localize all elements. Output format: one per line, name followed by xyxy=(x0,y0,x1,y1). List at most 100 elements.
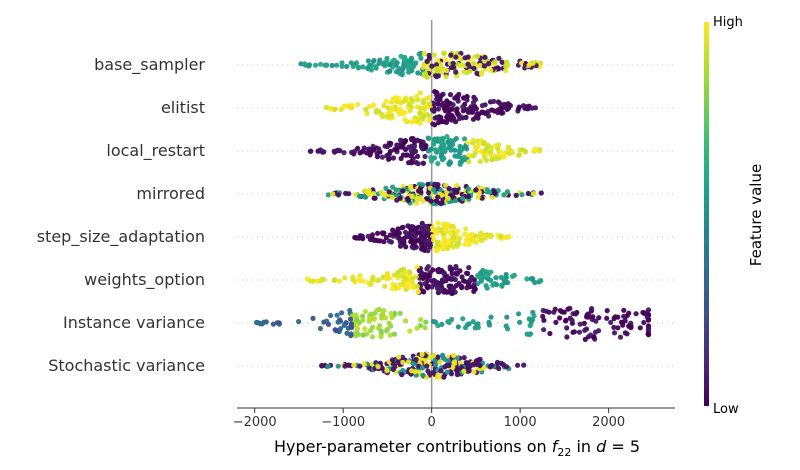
swarm-point xyxy=(427,355,433,361)
swarm-point xyxy=(395,274,401,280)
swarm-point xyxy=(432,278,438,284)
swarm-point xyxy=(325,321,332,327)
swarm-point xyxy=(465,54,471,60)
swarm-point xyxy=(504,314,510,320)
swarm-point xyxy=(417,90,423,96)
swarm-point xyxy=(428,198,434,204)
swarm-point xyxy=(505,280,511,286)
swarm-point xyxy=(637,325,643,331)
swarm-point xyxy=(472,325,478,331)
x-axis-title-prefix: Hyper-parameter contributions on xyxy=(274,437,552,456)
swarm-point xyxy=(419,243,425,249)
swarm-point xyxy=(581,320,587,326)
swarm-point xyxy=(408,238,414,244)
swarm-point xyxy=(388,310,394,317)
swarm-points xyxy=(253,50,652,381)
swarm-point xyxy=(483,146,489,152)
swarm-point xyxy=(442,56,448,63)
swarm-point xyxy=(591,334,597,340)
swarm-point xyxy=(382,143,388,149)
swarm-point xyxy=(371,316,377,322)
swarm-point xyxy=(530,317,536,323)
swarm-point xyxy=(456,91,462,97)
swarm-point xyxy=(474,70,480,76)
swarm-point xyxy=(444,369,450,375)
swarm-point xyxy=(413,60,419,66)
swarm-point xyxy=(369,361,375,368)
swarm-point xyxy=(467,232,473,238)
swarm-point xyxy=(464,94,470,100)
swarm-point xyxy=(422,356,428,363)
swarm-point xyxy=(381,60,387,66)
swarm-point xyxy=(390,184,396,190)
swarm-point xyxy=(343,320,349,326)
swarm-point xyxy=(487,146,493,152)
swarm-point xyxy=(417,138,423,144)
swarm-point xyxy=(400,188,406,194)
swarm-point xyxy=(362,309,368,315)
swarm-point xyxy=(347,316,354,322)
swarm-point xyxy=(470,60,476,66)
swarm-point xyxy=(354,326,361,332)
swarm-point xyxy=(442,148,448,154)
x-tick-label: 1000 xyxy=(504,415,537,430)
swarm-point xyxy=(460,196,466,202)
swarm-point xyxy=(454,189,460,195)
swarm-point xyxy=(432,122,438,128)
swarm-point xyxy=(389,105,395,111)
swarm-point xyxy=(381,308,387,314)
swarm-point xyxy=(435,372,441,378)
swarm-point xyxy=(371,195,377,201)
swarm-point xyxy=(374,278,380,284)
swarm-point xyxy=(408,183,414,190)
swarm-point xyxy=(435,160,441,167)
swarm-point xyxy=(532,146,538,152)
swarm-point xyxy=(276,320,282,326)
swarm-point xyxy=(501,192,507,198)
swarm-point xyxy=(350,63,356,69)
x-axis-title-suffix: = 5 xyxy=(606,437,640,456)
swarm-point xyxy=(536,148,543,154)
feature-label: base_sampler xyxy=(94,55,205,75)
swarm-point xyxy=(516,104,522,110)
swarm-point xyxy=(445,139,451,145)
x-axis: −2000 −1000 0 1000 2000 xyxy=(233,407,675,430)
swarm-point xyxy=(317,325,323,332)
swarm-point xyxy=(490,282,496,288)
feature-label: elitist xyxy=(161,98,205,117)
swarm-point xyxy=(350,276,356,283)
swarm-point xyxy=(405,62,411,68)
swarm-point xyxy=(428,158,435,164)
swarm-point xyxy=(451,285,457,291)
swarm-point xyxy=(425,283,431,289)
swarm-point xyxy=(357,150,363,156)
swarm-point xyxy=(577,321,583,327)
swarm-point xyxy=(352,234,358,241)
swarm-point xyxy=(453,54,459,60)
swarm-point xyxy=(385,105,391,111)
swarm-point xyxy=(355,101,361,107)
swarm-point xyxy=(516,152,522,158)
swarm-point xyxy=(462,278,468,284)
swarm-point xyxy=(424,363,430,369)
swarm-point xyxy=(576,329,583,335)
x-tick-label: −1000 xyxy=(321,415,365,430)
swarm-point xyxy=(390,58,396,64)
swarm-point xyxy=(509,150,515,156)
swarm-point xyxy=(399,372,405,378)
x-tick-label: 0 xyxy=(428,415,436,430)
swarm-point xyxy=(441,374,447,380)
swarm-point xyxy=(429,284,435,290)
swarm-point xyxy=(406,284,412,290)
swarm-point xyxy=(415,161,421,167)
swarm-point xyxy=(424,58,430,64)
swarm-point xyxy=(431,187,437,193)
swarm-point xyxy=(437,281,443,287)
swarm-point xyxy=(419,351,425,357)
swarm-point xyxy=(467,277,473,283)
swarm-point xyxy=(474,138,480,144)
swarm-point xyxy=(390,96,396,102)
swarm-point xyxy=(509,273,515,279)
swarm-point xyxy=(479,195,485,201)
swarm-point xyxy=(370,274,376,280)
